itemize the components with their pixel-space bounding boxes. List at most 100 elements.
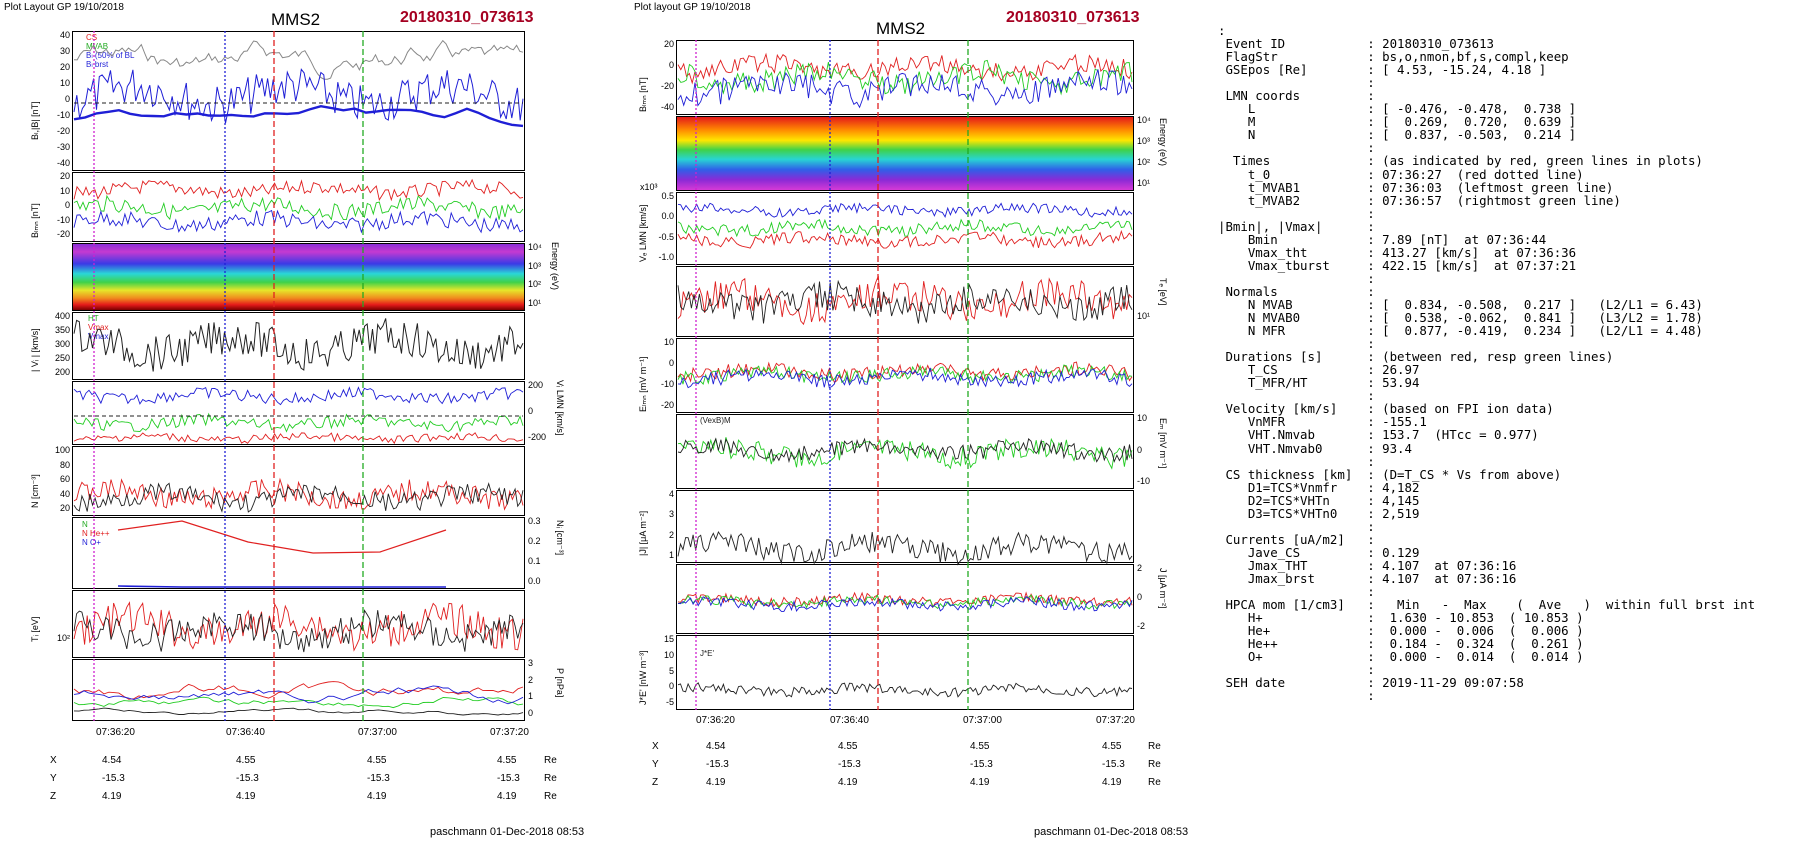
- middle-p9-legend-entry: J*E': [700, 649, 714, 658]
- left-coord-unit: Re: [544, 755, 557, 766]
- table-line: D3=TCS*VHTn0 : 2,519: [1218, 505, 1420, 521]
- left-p9-tick-label: 0: [528, 708, 534, 718]
- left-time-tick: 07:36:40: [226, 727, 265, 738]
- left-ti-series: [73, 601, 524, 652]
- middle-je-series: [677, 682, 1133, 698]
- table-line: FlagStr : bs,o,nmon,bf,s,compl,keep: [1218, 49, 1569, 65]
- left-p4-tick-label: 250: [54, 353, 70, 363]
- left-p1-legend-entry: Bₗ (50% of BL: [86, 51, 135, 60]
- table-line: Durations [s] : (between red, resp green…: [1218, 349, 1614, 365]
- left-bn-series: [73, 194, 524, 221]
- table-line: Jmax_brst : 4.107 at 07:36:16: [1218, 570, 1517, 586]
- table-line: M : [ 0.269, 0.720, 0.639 ]: [1218, 114, 1577, 130]
- left-p4-tick-label: 200: [54, 367, 70, 377]
- left-p7-tick-label: 0.1: [528, 556, 541, 566]
- middle-p9-tick-label: 10: [663, 649, 674, 660]
- middle-en-series: [677, 367, 1133, 389]
- middle-p3-tick-label: -1.0: [658, 252, 674, 262]
- middle-p7-tick-label: 2: [668, 529, 674, 540]
- left-panel-bl: [72, 31, 525, 171]
- left-p4-tick-label: 300: [54, 339, 70, 349]
- middle-coord-value: 4.19: [838, 777, 858, 788]
- middle-coord-value: 4.55: [970, 741, 990, 752]
- left-p2-tick-label: 10: [59, 185, 70, 196]
- left-p7-tick-label: 0.0: [528, 576, 541, 586]
- left-p5-tick-label: 200: [528, 380, 544, 390]
- table-line: N MVAB0 : [ 0.538, -0.062, 0.841 ] (L3/L…: [1218, 310, 1703, 326]
- table-line: Times : (as indicated by red, green line…: [1218, 153, 1703, 169]
- middle-scale-note: x10³: [640, 182, 658, 192]
- left-coord-value: -15.3: [102, 773, 125, 784]
- left-p1-tick-label: -20: [56, 126, 70, 136]
- middle-p5-tick-label: -10: [660, 379, 674, 389]
- table-line: VnMFR : -155.1: [1218, 414, 1427, 430]
- table-line: :: [1218, 453, 1375, 469]
- table-line: CS thickness [km] : (D=T_CS * Vs from ab…: [1218, 466, 1562, 482]
- table-line: :: [1218, 584, 1375, 600]
- left-coord-value: 4.54: [102, 755, 122, 766]
- left-p2-tick-label: 0: [64, 200, 70, 210]
- table-line: He+ : 0.000 - 0.006 ( 0.006 ): [1218, 623, 1584, 639]
- table-line: H+ : 1.630 - 10.853 ( 10.853 ): [1218, 610, 1584, 626]
- left-n-series: [73, 477, 524, 511]
- middle-time-tick: 07:36:40: [830, 715, 869, 726]
- middle-coord-label: Y: [652, 759, 659, 770]
- middle-te-series: [677, 275, 1133, 326]
- left-coord-value: 4.55: [497, 755, 517, 766]
- table-line: Velocity [km/s] : (based on FPI ion data…: [1218, 401, 1554, 417]
- table-line: SEH date : 2019-11-29 09:07:58: [1218, 675, 1524, 691]
- table-line: Vmax_tburst : 422.15 [km/s] at 07:37:21: [1218, 257, 1577, 273]
- middle-footer: paschmann 01-Dec-2018 08:53: [1034, 826, 1189, 838]
- left-vin-series: [73, 432, 524, 445]
- middle-bl-series: [677, 52, 1133, 85]
- table-line: Vmax_tht : 413.27 [km/s] at 07:36:36: [1218, 244, 1577, 260]
- middle-coord-value: -15.3: [706, 759, 729, 770]
- table-line: O+ : 0.000 - 0.014 ( 0.014 ): [1218, 649, 1584, 665]
- left-time-tick: 07:37:20: [490, 727, 529, 738]
- left-coord-unit: Re: [544, 791, 557, 802]
- middle-p7-tick-label: 4: [668, 489, 674, 499]
- table-line: L : [ -0.476, -0.478, 0.738 ]: [1218, 101, 1577, 117]
- middle-coord-value: -15.3: [1102, 759, 1125, 770]
- left-p2-tick-label: -20: [56, 229, 70, 239]
- middle-p6-tick-label: 10: [1137, 413, 1148, 423]
- left-coord-value: -15.3: [236, 773, 259, 784]
- middle-p6-tick-label: -10: [1137, 476, 1151, 486]
- left-p1-tick-label: 10: [59, 78, 70, 88]
- left-p4-legend-entry: Vmax: [88, 323, 109, 332]
- left-p1-tick-label: 0: [64, 94, 70, 104]
- left-p7-tick-label: 0.3: [528, 516, 541, 526]
- middle-p3-tick-label: -0.5: [658, 231, 674, 242]
- left-p2-series: [73, 696, 524, 709]
- left-p4-tick-label: 400: [54, 311, 70, 321]
- left-p1-legend-entry: Bₗ brst: [86, 60, 109, 69]
- left-ti2-series: [73, 609, 524, 653]
- left-bm-series: [73, 178, 524, 202]
- left-bl-magnitude-series: [73, 39, 524, 80]
- table-line: GSEpos [Re] : [ 4.53, -15.24, 4.18 ]: [1218, 62, 1547, 78]
- left-p1-tick-label: -40: [56, 158, 70, 168]
- middle-p6-tick-label: 0: [1137, 444, 1143, 455]
- left-p6-tick-label: 60: [59, 474, 70, 484]
- middle-p4-tick-label: 10¹: [1137, 310, 1151, 321]
- middle-p6-legend-entry: (VexB)M: [700, 416, 731, 425]
- middle-panel-te: [676, 266, 1134, 337]
- middle-vem-series: [677, 218, 1133, 238]
- left-n2-series: [73, 482, 524, 513]
- left-p7-legend-entry: N O+: [82, 538, 101, 547]
- middle-p8-tick-label: 2: [1137, 563, 1143, 573]
- middle-p2-tick-label: 10¹: [1137, 178, 1151, 188]
- middle-coord-label: X: [652, 741, 659, 752]
- table-line: :: [1218, 270, 1375, 286]
- left-p3-tick-label: 10³: [528, 260, 542, 271]
- table-line: HPCA mom [1/cm3] : Min - Max ( Ave ) wit…: [1218, 597, 1756, 613]
- middle-p5-tick-label: 0: [668, 358, 674, 368]
- table-line: LMN coords :: [1218, 88, 1375, 104]
- table-line: :: [1218, 23, 1226, 38]
- middle-coord-label: Z: [652, 777, 659, 788]
- left-p5-tick-label: -200: [528, 432, 547, 442]
- middle-jmag-series: [677, 531, 1133, 566]
- middle-p8-tick-label: 0: [1137, 592, 1143, 602]
- left-panel-vilmn: [72, 381, 525, 445]
- middle-p3-tick-label: 0.5: [661, 191, 674, 201]
